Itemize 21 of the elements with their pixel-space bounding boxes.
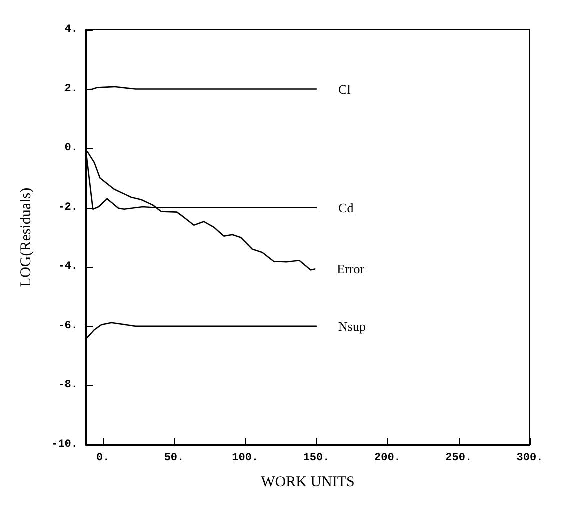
y-tick-label: -10. — [52, 439, 78, 451]
x-tick-label: 100. — [232, 452, 259, 464]
series-label: Error — [337, 262, 366, 277]
series-label: Cd — [338, 200, 354, 216]
x-tick-label: 200. — [374, 452, 401, 464]
x-tick-label: 300. — [516, 452, 544, 464]
y-axis-title: LOG(Residuals) — [18, 188, 34, 288]
y-tick-label: 2. — [64, 83, 78, 96]
series-label: Cl — [338, 82, 352, 97]
x-tick-label: 0. — [96, 452, 110, 464]
x-tick-label: 150. — [303, 452, 330, 464]
y-tick-label: 0. — [64, 142, 78, 155]
y-tick-label: -2. — [58, 202, 78, 214]
x-tick-label: 50. — [164, 452, 184, 464]
x-tick-label: 250. — [446, 452, 472, 464]
y-tick-label: 4. — [64, 24, 78, 36]
series-label: Nsup — [338, 318, 366, 334]
y-tick-label: -4. — [58, 261, 78, 274]
y-tick-label: -6. — [58, 320, 78, 332]
y-tick-label: -8. — [58, 380, 78, 392]
x-axis-title: WORK UNITS — [261, 474, 355, 490]
